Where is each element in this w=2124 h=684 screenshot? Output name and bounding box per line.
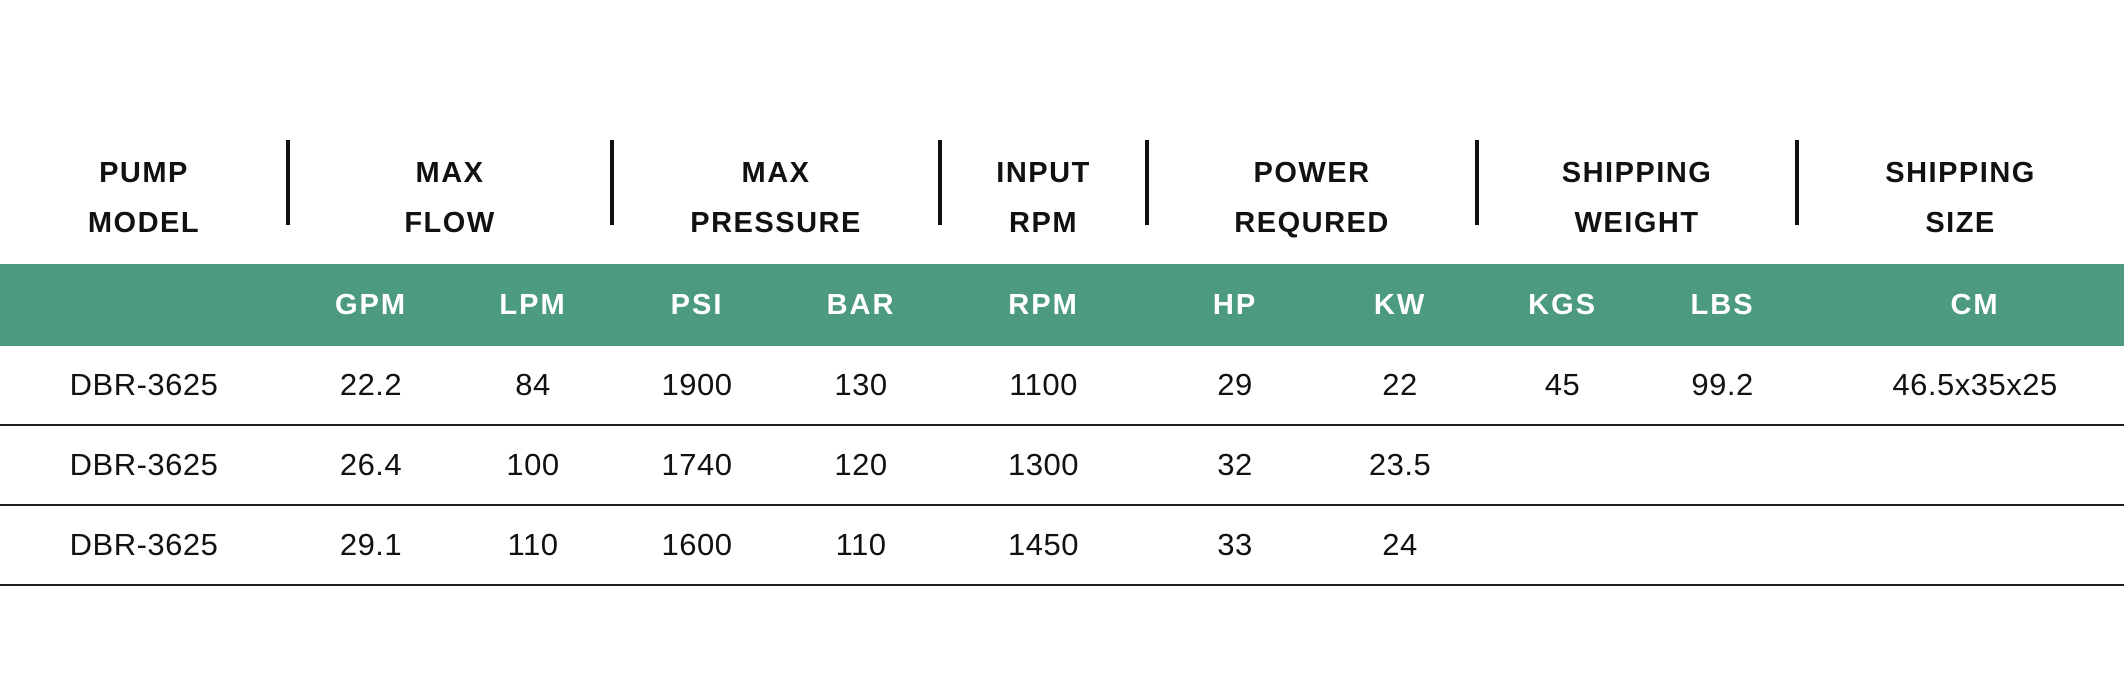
cell-kgs — [1477, 505, 1649, 586]
cell-psi: 1740 — [612, 425, 783, 506]
header-pump-model: PUMP MODEL — [0, 0, 290, 264]
pump-spec-table: PUMP MODEL MAX FLOW MAX PRESSURE INPUT R… — [0, 0, 2124, 586]
unit-cell-psi: PSI — [612, 264, 783, 346]
header-shipping-size: SHIPPING SIZE — [1797, 0, 2124, 264]
unit-cell-lbs: LBS — [1648, 264, 1798, 346]
header-max-flow: MAX FLOW — [288, 0, 615, 264]
header-line: SHIPPING — [1885, 157, 2036, 189]
cell-psi: 1900 — [612, 346, 783, 426]
table-row: DBR-3625 22.2 84 1900 130 1100 29 22 45 … — [0, 346, 2124, 426]
cell-kw: 22 — [1323, 346, 1478, 426]
header-line: SIZE — [1925, 207, 1996, 239]
unit-cell-kgs: KGS — [1477, 264, 1649, 346]
unit-cell-blank — [0, 264, 288, 346]
header-power-required: POWER REQURED — [1147, 0, 1480, 264]
unit-cell-lpm: LPM — [454, 264, 613, 346]
header-line: PRESSURE — [690, 207, 862, 239]
cell-lpm: 110 — [454, 505, 613, 586]
header-line: MAX — [415, 157, 485, 189]
cell-hp: 33 — [1147, 505, 1324, 586]
unit-cell-hp: HP — [1147, 264, 1324, 346]
header-line: RPM — [1009, 207, 1078, 239]
cell-rpm: 1300 — [940, 425, 1148, 506]
header-line: WEIGHT — [1574, 207, 1700, 239]
cell-lbs — [1648, 425, 1798, 506]
table-row: DBR-3625 29.1 110 1600 110 1450 33 24 — [0, 505, 2124, 586]
header-line: MAX — [741, 157, 811, 189]
cell-kw: 24 — [1323, 505, 1478, 586]
cell-lpm: 100 — [454, 425, 613, 506]
cell-pump-model: DBR-3625 — [0, 505, 288, 586]
cell-lpm: 84 — [454, 346, 613, 426]
cell-bar: 120 — [782, 425, 941, 506]
cell-pump-model: DBR-3625 — [0, 346, 288, 426]
cell-lbs: 99.2 — [1648, 346, 1798, 426]
header-line: REQURED — [1234, 207, 1390, 239]
cell-shipping-size: 46.5x35x25 — [1797, 346, 2124, 426]
header-line: PUMP — [99, 157, 189, 189]
cell-psi: 1600 — [612, 505, 783, 586]
cell-kgs — [1477, 425, 1649, 506]
cell-shipping-size — [1797, 425, 2124, 506]
unit-cell-bar: BAR — [782, 264, 941, 346]
header-shipping-weight: SHIPPING WEIGHT — [1477, 0, 1800, 264]
unit-cell-gpm: GPM — [288, 264, 454, 346]
table-row: DBR-3625 26.4 100 1740 120 1300 32 23.5 — [0, 425, 2124, 506]
cell-kw: 23.5 — [1323, 425, 1478, 506]
cell-lbs — [1648, 505, 1798, 586]
cell-bar: 130 — [782, 346, 941, 426]
cell-bar: 110 — [782, 505, 941, 586]
cell-gpm: 22.2 — [288, 346, 454, 426]
header-input-rpm: INPUT RPM — [940, 0, 1150, 264]
header-line: POWER — [1253, 157, 1371, 189]
header-max-pressure: MAX PRESSURE — [612, 0, 943, 264]
group-header-row: PUMP MODEL MAX FLOW MAX PRESSURE INPUT R… — [0, 0, 2124, 264]
header-line: SHIPPING — [1561, 157, 1713, 189]
unit-cell-cm: CM — [1797, 264, 2124, 346]
units-band-row: GPM LPM PSI BAR RPM HP KW KGS LBS CM — [0, 264, 2124, 346]
header-line: FLOW — [404, 207, 496, 239]
cell-gpm: 29.1 — [288, 505, 454, 586]
cell-rpm: 1450 — [940, 505, 1148, 586]
cell-kgs: 45 — [1477, 346, 1649, 426]
cell-gpm: 26.4 — [288, 425, 454, 506]
cell-pump-model: DBR-3625 — [0, 425, 288, 506]
cell-rpm: 1100 — [940, 346, 1148, 426]
cell-hp: 29 — [1147, 346, 1324, 426]
header-line: INPUT — [996, 157, 1091, 189]
cell-hp: 32 — [1147, 425, 1324, 506]
cell-shipping-size — [1797, 505, 2124, 586]
unit-cell-rpm: RPM — [940, 264, 1148, 346]
unit-cell-kw: KW — [1323, 264, 1478, 346]
header-line: MODEL — [87, 207, 201, 239]
